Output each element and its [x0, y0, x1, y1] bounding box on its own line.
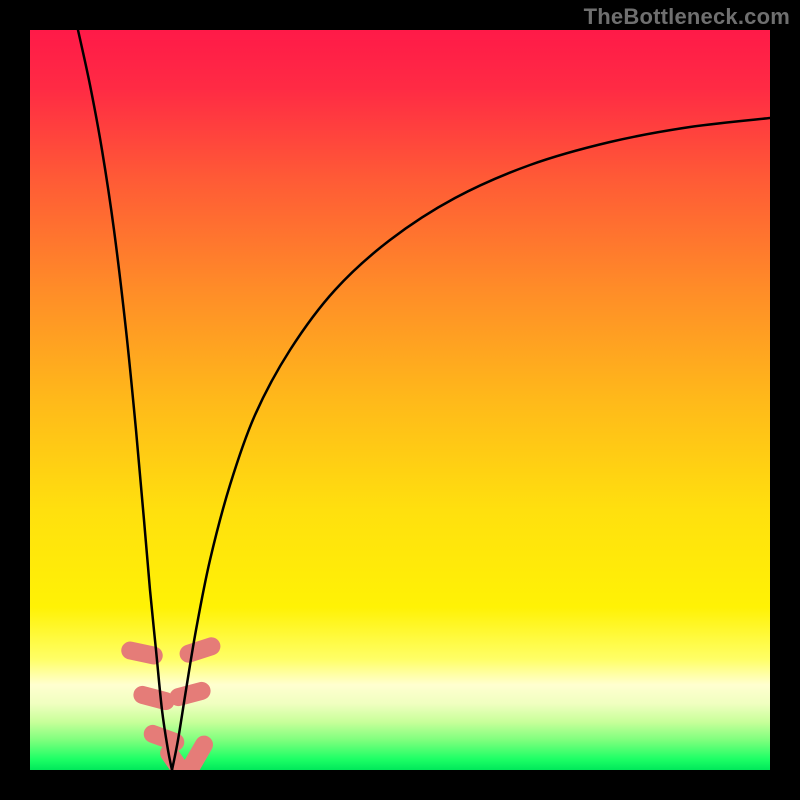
chart-frame: TheBottleneck.com [0, 0, 800, 800]
curve-layer [30, 30, 770, 770]
valley-marker [167, 680, 212, 708]
watermark-text: TheBottleneck.com [584, 4, 790, 30]
valley-marker [177, 635, 223, 665]
plot-area [30, 30, 770, 770]
curve-right-branch [172, 118, 770, 770]
valley-markers [120, 635, 223, 770]
valley-marker [180, 732, 217, 770]
curve-left-branch [78, 30, 172, 770]
